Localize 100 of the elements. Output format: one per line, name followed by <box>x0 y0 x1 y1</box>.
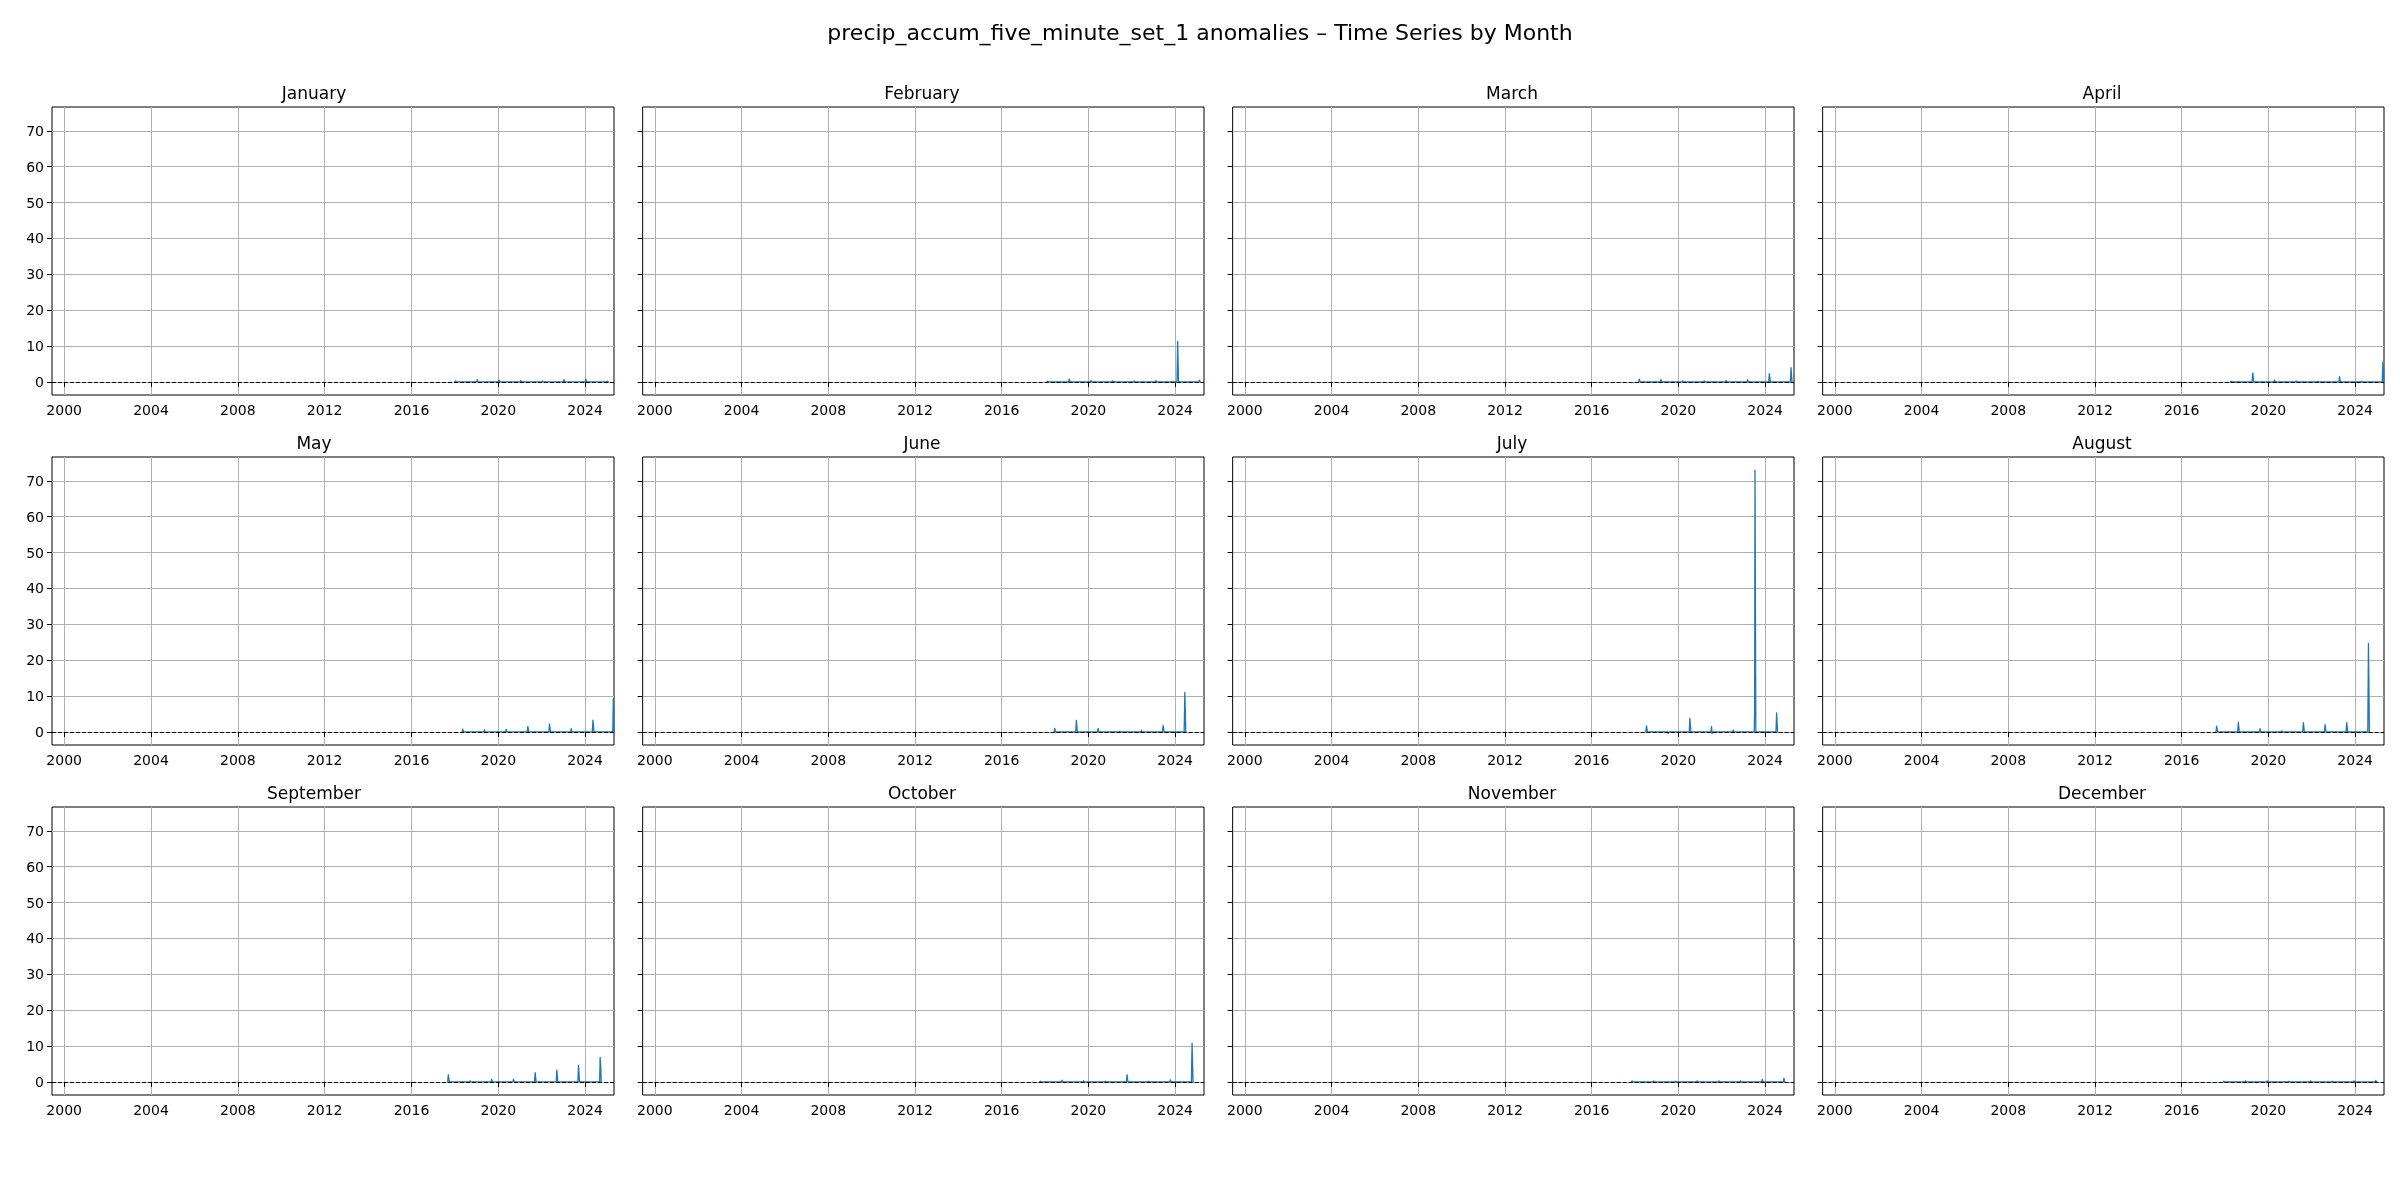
x-tick-label: 2000 <box>1816 1102 1853 1118</box>
text: precip_accum_five_minute_set_1 anomalies – Time Series by Month <box>826 19 1574 48</box>
x-tick-label: 2008 <box>220 1102 256 1118</box>
x-tick-label: 2020 <box>1660 752 1697 768</box>
x-tick-label: 2020 <box>480 402 517 418</box>
x-tick-label: 2004 <box>723 1102 760 1118</box>
x-tick-label: 2016 <box>1573 752 1610 768</box>
x-tick-label: 2000 <box>636 402 673 418</box>
chart-title: October <box>887 782 957 803</box>
y-tick-label: 40 <box>26 930 44 947</box>
y-tick-label: 60 <box>26 158 44 175</box>
chart-title: February <box>884 82 960 103</box>
x-tick-label: 2008 <box>810 1102 847 1118</box>
y-tick-label: 20 <box>26 652 44 669</box>
y-tick-label: 50 <box>26 894 44 911</box>
chart-title: November <box>1467 782 1557 803</box>
x-tick-label: 2004 <box>1903 1102 1940 1118</box>
x-tick-label: 2016 <box>983 752 1020 768</box>
x-tick-label: 2004 <box>723 752 760 768</box>
x-tick-label: 2024 <box>1157 402 1194 418</box>
x-tick-label: 2020 <box>1070 402 1107 418</box>
y-tick-label: 0 <box>35 1073 44 1090</box>
x-tick-label: 2000 <box>636 752 673 768</box>
x-tick-label: 2016 <box>393 1102 430 1118</box>
x-tick-label: 2024 <box>2337 752 2374 768</box>
x-tick-label: 2000 <box>46 752 82 768</box>
x-tick-label: 2012 <box>2077 402 2113 418</box>
x-tick-label: 2024 <box>1157 752 1194 768</box>
x-tick-label: 2004 <box>1313 752 1350 768</box>
y-tick-label: 50 <box>26 544 44 561</box>
x-tick-label: 2024 <box>2337 1102 2374 1118</box>
x-tick-label: 2004 <box>1903 402 1940 418</box>
y-tick-label: 40 <box>26 580 44 597</box>
x-tick-label: 2012 <box>897 1102 933 1118</box>
x-tick-label: 2012 <box>2077 1102 2113 1118</box>
x-tick-label: 2008 <box>810 752 847 768</box>
y-tick-label: 30 <box>26 616 44 633</box>
x-tick-label: 2000 <box>1226 1102 1263 1118</box>
x-tick-label: 2000 <box>1226 752 1263 768</box>
x-tick-label: 2020 <box>480 752 517 768</box>
x-tick-label: 2020 <box>1660 402 1697 418</box>
x-tick-label: 2012 <box>306 402 343 418</box>
y-tick-label: 60 <box>26 508 44 525</box>
chart-title: June <box>902 432 941 453</box>
x-tick-label: 2012 <box>2077 752 2113 768</box>
x-tick-label: 2020 <box>1070 752 1107 768</box>
x-tick-label: 2008 <box>1990 752 2027 768</box>
x-tick-label: 2012 <box>1487 752 1523 768</box>
chart-title: July <box>1495 432 1528 453</box>
x-tick-label: 2008 <box>810 402 847 418</box>
y-tick-label: 50 <box>26 194 44 211</box>
x-tick-label: 2016 <box>1573 402 1610 418</box>
x-tick-label: 2004 <box>1313 402 1350 418</box>
y-tick-label: 70 <box>26 822 44 839</box>
chart-title: March <box>1486 82 1538 103</box>
x-tick-label: 2024 <box>1157 1102 1194 1118</box>
y-tick-label: 10 <box>26 338 44 355</box>
x-tick-label: 2000 <box>1816 402 1853 418</box>
x-tick-label: 2024 <box>567 1102 604 1118</box>
x-tick-label: 2024 <box>567 402 604 418</box>
x-tick-label: 2012 <box>1487 402 1523 418</box>
x-tick-label: 2008 <box>1400 752 1437 768</box>
chart-title: December <box>2057 782 2147 803</box>
x-tick-label: 2000 <box>46 1102 82 1118</box>
x-tick-label: 2012 <box>1487 1102 1523 1118</box>
x-tick-label: 2016 <box>983 402 1020 418</box>
x-tick-label: 2020 <box>1660 1102 1697 1118</box>
x-tick-label: 2020 <box>2250 752 2287 768</box>
x-tick-label: 2008 <box>1400 402 1437 418</box>
y-tick-label: 70 <box>26 122 44 139</box>
x-tick-label: 2000 <box>1816 752 1853 768</box>
y-tick-label: 30 <box>26 266 44 283</box>
chart-title: April <box>2082 82 2122 103</box>
x-tick-label: 2016 <box>393 402 430 418</box>
x-tick-label: 2016 <box>2163 1102 2200 1118</box>
x-tick-label: 2000 <box>636 1102 673 1118</box>
x-tick-label: 2024 <box>567 752 604 768</box>
x-tick-label: 2020 <box>480 1102 517 1118</box>
x-tick-label: 2004 <box>133 402 169 418</box>
chart-title: May <box>296 432 332 453</box>
x-tick-label: 2024 <box>1747 402 1784 418</box>
x-tick-label: 2012 <box>306 1102 343 1118</box>
x-tick-label: 2020 <box>1070 1102 1107 1118</box>
x-tick-label: 2000 <box>46 402 82 418</box>
y-tick-label: 10 <box>26 1038 44 1055</box>
x-tick-label: 2016 <box>2163 402 2200 418</box>
y-tick-label: 30 <box>26 966 44 983</box>
x-tick-label: 2004 <box>133 1102 169 1118</box>
y-tick-label: 0 <box>35 723 44 740</box>
x-tick-label: 2000 <box>1226 402 1263 418</box>
x-tick-label: 2016 <box>393 752 430 768</box>
x-tick-label: 2016 <box>2163 752 2200 768</box>
y-tick-label: 20 <box>26 302 44 319</box>
x-tick-label: 2008 <box>1990 402 2027 418</box>
chart-title: September <box>267 782 361 803</box>
y-tick-label: 20 <box>26 1002 44 1019</box>
x-tick-label: 2020 <box>2250 402 2287 418</box>
x-tick-label: 2004 <box>723 402 760 418</box>
chart-title: August <box>2072 432 2133 453</box>
chart-title: January <box>280 82 347 103</box>
